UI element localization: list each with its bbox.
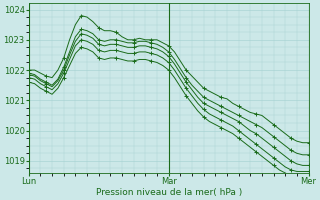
X-axis label: Pression niveau de la mer( hPa ): Pression niveau de la mer( hPa ) (96, 188, 242, 197)
